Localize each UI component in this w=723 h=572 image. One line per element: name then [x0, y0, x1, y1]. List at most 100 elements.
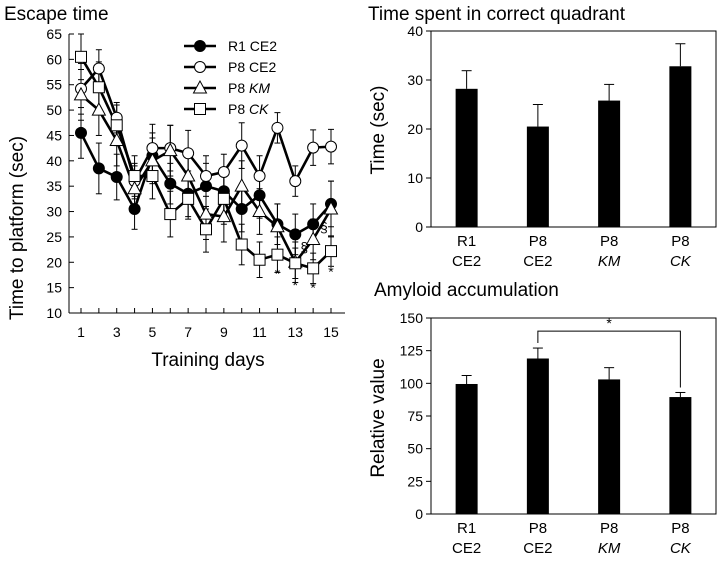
data-point — [180, 167, 196, 182]
data-point — [110, 119, 123, 132]
quadrant-time-title: Time spent in correct quadrant — [368, 4, 626, 25]
quadrant-time-category-line2: CE2 — [523, 253, 552, 270]
quadrant-time-chart: Time spent in correct quadrant 0 10 20 30 40… — [368, 4, 717, 270]
quadrant-time-y-tick-label: 40 — [407, 23, 423, 39]
legend-label-strain: CE2 — [249, 59, 276, 75]
data-point — [235, 139, 248, 152]
escape-time-x-tick-label: 7 — [184, 324, 192, 340]
data-point — [271, 121, 284, 134]
quadrant-time-category-line1: P8 — [529, 233, 547, 250]
amyloid-bars — [455, 347, 692, 514]
escape-time-y-tick-label: 30 — [46, 204, 62, 220]
data-point — [200, 170, 212, 183]
escape-time-title: Escape time — [4, 4, 109, 25]
escape-time-y-tick-label: 60 — [46, 51, 62, 67]
legend-label: R1 CE2 — [228, 38, 277, 54]
escape-time-y-tick-label: 35 — [46, 178, 62, 194]
amyloid-category-line1: R1 — [457, 520, 476, 537]
legend-item: P8 KM — [184, 79, 270, 96]
data-point — [289, 228, 302, 241]
amyloid-bar — [669, 397, 692, 514]
amyloid-bar — [598, 379, 621, 514]
quadrant-time-y-tick-label: 0 — [415, 219, 423, 235]
escape-time-x-tick-label: 11 — [252, 324, 267, 340]
quadrant-time-y-tick-label: 20 — [407, 121, 423, 137]
escape-time-y-tick-label: 15 — [46, 280, 62, 296]
legend-marker — [192, 79, 208, 94]
quadrant-time-category-line2: CK — [670, 253, 692, 270]
legend-label-strain: CK — [249, 101, 269, 117]
amyloid-category-line1: P8 — [529, 520, 547, 537]
amyloid-significance: * — [537, 315, 681, 388]
legend-marker — [194, 61, 206, 73]
escape-time-x-tick-label: 15 — [323, 324, 339, 340]
data-point — [253, 170, 266, 183]
amyloid-axes: 0 25 50 75 100 125 150 — [400, 310, 717, 522]
section-mark: § — [300, 239, 308, 255]
escape-time-y-label: Time to platform (sec) — [7, 136, 28, 320]
legend-label-strain: KM — [249, 80, 270, 96]
quadrant-time-category-line2: KM — [598, 253, 621, 270]
amyloid-significance-bracket — [537, 330, 681, 388]
data-point — [73, 86, 89, 101]
amyloid-y-tick-label: 150 — [400, 310, 424, 326]
escape-time-y-tick-label: 50 — [46, 102, 62, 118]
quadrant-time-y-tick-label: 30 — [407, 72, 423, 88]
data-point — [128, 203, 141, 216]
section-mark: § — [320, 219, 328, 235]
data-point — [200, 223, 212, 236]
data-point — [271, 248, 284, 261]
data-point — [307, 262, 320, 275]
data-point — [92, 62, 105, 75]
data-point — [217, 192, 230, 205]
quadrant-time-bar — [669, 66, 692, 227]
data-point — [182, 147, 195, 160]
escape-time-y-tick-label: 55 — [46, 77, 62, 93]
data-point — [164, 208, 177, 221]
quadrant-time-category-line2: CE2 — [452, 253, 481, 270]
escape-time-x-tick-label: 1 — [77, 324, 85, 340]
data-point — [127, 180, 142, 195]
markers-p8-ce2 — [75, 62, 337, 188]
escape-time-annotations: * * * * § § — [275, 219, 335, 296]
data-point — [145, 152, 160, 167]
amyloid-y-tick-label: 25 — [407, 473, 423, 489]
escape-time-y-tick-label: 20 — [46, 254, 62, 270]
data-point — [75, 50, 87, 63]
legend-item: P8 CK — [184, 101, 269, 117]
significance-star: * — [310, 280, 316, 296]
legend-label-prefix: P8 — [228, 80, 249, 96]
data-point — [234, 178, 250, 192]
legend-label: P8 KM — [228, 80, 270, 96]
escape-time-series — [73, 33, 339, 285]
legend-label-prefix: R1 — [228, 38, 250, 54]
data-point — [235, 238, 248, 251]
amyloid-y-tick-label: 125 — [400, 343, 424, 359]
legend-item: P8 CE2 — [184, 59, 276, 75]
data-point — [307, 218, 320, 231]
escape-time-y-tick-label: 40 — [46, 153, 62, 169]
data-point — [182, 192, 195, 205]
escape-time-y-tick-label: 45 — [46, 127, 62, 143]
data-point — [289, 257, 302, 270]
amyloid-y-tick-label: 75 — [407, 408, 423, 424]
data-point — [146, 170, 159, 183]
significance-star: * — [293, 277, 299, 293]
data-point — [92, 81, 105, 94]
amyloid-significance-star: * — [606, 315, 612, 331]
data-point — [198, 206, 214, 220]
data-point — [323, 200, 339, 215]
amyloid-title: Amyloid accumulation — [374, 280, 559, 301]
quadrant-time-bar — [598, 100, 621, 227]
amyloid-category-line2: CK — [670, 540, 692, 557]
legend-label-strain: CE2 — [250, 38, 277, 54]
quadrant-time-category-line1: P8 — [600, 233, 618, 250]
amyloid-category-line2: CE2 — [452, 540, 481, 557]
escape-time-x-tick-label: 3 — [113, 324, 121, 340]
legend-label-prefix: P8 — [228, 101, 249, 117]
